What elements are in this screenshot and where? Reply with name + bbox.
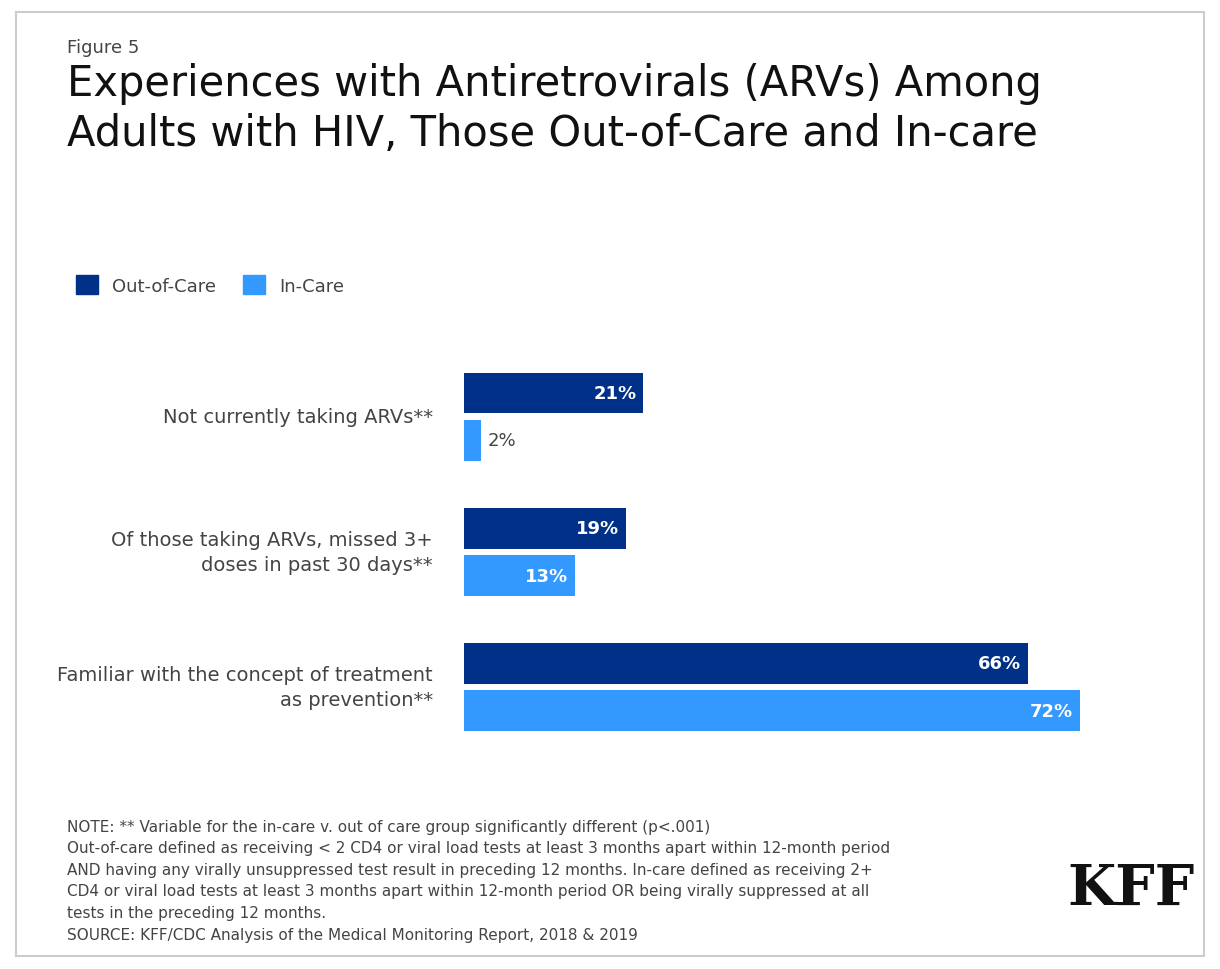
Text: 21%: 21% [593,385,637,402]
Bar [464,373,643,414]
Bar [464,691,1080,732]
Bar [464,643,1028,684]
Text: Familiar with the concept of treatment
as prevention**: Familiar with the concept of treatment a… [57,666,433,709]
Legend: Out-of-Care, In-Care: Out-of-Care, In-Care [76,276,344,296]
Bar [464,509,626,549]
Text: 2%: 2% [488,432,516,450]
Text: Not currently taking ARVs**: Not currently taking ARVs** [163,408,433,426]
Text: 72%: 72% [1030,703,1072,720]
Text: KFF: KFF [1068,860,1194,916]
Text: 19%: 19% [576,519,620,538]
Text: NOTE: ** Variable for the in-care v. out of care group significantly different (: NOTE: ** Variable for the in-care v. out… [67,819,891,942]
Bar [464,421,481,461]
Text: Experiences with Antiretrovirals (ARVs) Among
Adults with HIV, Those Out-of-Care: Experiences with Antiretrovirals (ARVs) … [67,63,1042,155]
Bar [464,555,575,596]
Text: Figure 5: Figure 5 [67,39,139,57]
Text: 13%: 13% [525,567,569,585]
Text: 66%: 66% [978,655,1021,672]
Text: Of those taking ARVs, missed 3+
doses in past 30 days**: Of those taking ARVs, missed 3+ doses in… [111,530,433,575]
